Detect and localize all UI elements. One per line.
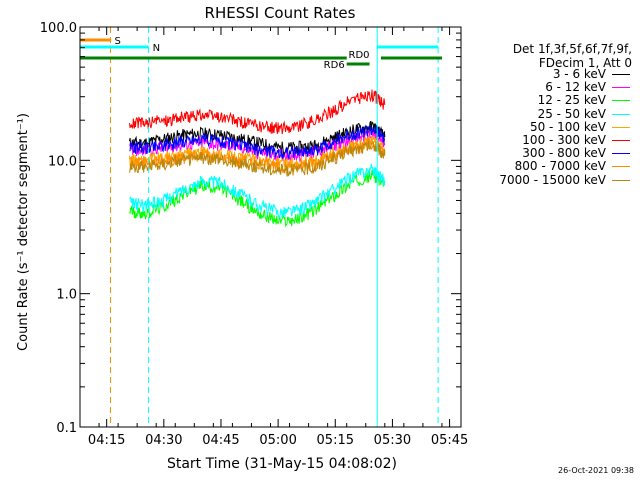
y-tick-label-3: 100.0 [40, 21, 77, 36]
legend-label: 6 - 12 keV [545, 80, 606, 95]
x-tick-label-0: 04:15 [88, 433, 125, 448]
vertical-markers [79, 27, 439, 427]
legend-label: 50 - 100 keV [529, 119, 606, 134]
legend-label: 100 - 300 keV [522, 133, 606, 147]
legend-swatch [612, 87, 630, 89]
state-bar-label-0: S [114, 36, 120, 47]
x-tick-label-2: 04:45 [202, 433, 239, 448]
legend-swatch [612, 74, 630, 75]
series-lines [129, 89, 386, 228]
y-axis-label: Count Rate (s⁻¹ detector segment⁻¹) [16, 113, 31, 351]
legend-label: 3 - 6 keV [552, 67, 606, 81]
legend-swatch [612, 140, 630, 141]
x-tick-label-4: 05:15 [317, 433, 354, 448]
legend-swatch [612, 126, 630, 128]
x-axis-label: Start Time (31-May-15 04:08:02) [167, 456, 397, 472]
timestamp-stamp: 26-Oct-2021 09:38 [558, 466, 634, 475]
legend-header-line-1: Det 1f,3f,5f,6f,7f,9f, [512, 42, 632, 56]
legend-header-line-2: FDecim 1, Att 0 [538, 56, 632, 70]
series-line-6 [129, 124, 386, 159]
series-line-7 [129, 136, 386, 174]
legend-label: 25 - 50 keV [537, 106, 606, 121]
state-bar-label-4: RD6 [324, 60, 345, 71]
legend-label: 12 - 25 keV [537, 93, 606, 108]
legend-label: 300 - 800 keV [522, 146, 606, 161]
y-tick-label-2: 10.0 [48, 154, 77, 169]
x-tick-label-3: 05:00 [259, 433, 296, 448]
y-tick-label-0: 0.1 [56, 421, 77, 436]
legend-swatch [612, 153, 630, 155]
y-tick-label-1: 1.0 [56, 288, 77, 303]
series-line-8 [129, 139, 386, 177]
legend-swatch [612, 100, 630, 102]
series-line-5 [129, 89, 386, 135]
plot-frame [79, 26, 462, 428]
state-bar-label-3: RD0 [349, 50, 370, 61]
axes: 04:15 04:30 04:45 05:00 05:15 05:30 05:45 0.1 1.… [40, 21, 469, 448]
x-tick-label-6: 05:45 [431, 433, 468, 448]
legend-header: Det 1f,3f,5f,6f,7f,9f, FDecim 1, Att 0 [472, 42, 632, 70]
chart-title: RHESSI Count Rates [205, 4, 356, 22]
state-bars: S N RD0 RD6 [80, 36, 442, 71]
legend-label: 800 - 7000 keV [514, 159, 606, 174]
legend-label: 7000 - 15000 keV [499, 172, 606, 187]
x-tick-label-5: 05:30 [374, 433, 411, 448]
series-line-3 [129, 163, 386, 219]
state-bar-label-1: N [153, 43, 160, 54]
x-tick-label-1: 04:30 [145, 433, 182, 448]
legend-swatch [612, 113, 630, 115]
legend-swatch [612, 179, 630, 181]
legend-swatch [612, 166, 630, 168]
